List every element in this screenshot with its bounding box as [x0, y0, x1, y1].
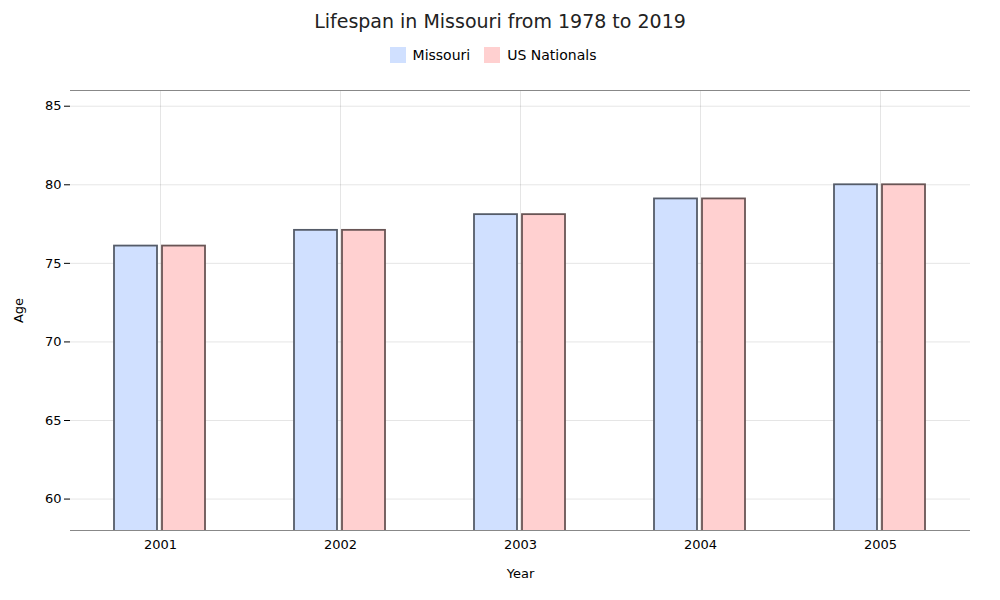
svg-text:2005: 2005: [864, 537, 897, 552]
html-text:US Nationals: US Nationals: [507, 46, 597, 63]
svg-text:Age: Age: [11, 298, 26, 323]
svg-text:70: 70: [45, 334, 62, 349]
svg-text:2002: 2002: [324, 537, 357, 552]
svg-text:2001: 2001: [144, 537, 177, 552]
html-text:Lifespan in Missouri from 1978: Lifespan in Missouri from 1978 to 2019: [314, 10, 686, 32]
svg-text:85: 85: [45, 98, 62, 113]
svg-text:2003: 2003: [504, 537, 537, 552]
svg-text:60: 60: [45, 491, 62, 506]
svg-text:75: 75: [45, 256, 62, 271]
svg-text:Year: Year: [506, 566, 535, 581]
svg-text:65: 65: [45, 413, 62, 428]
html-text:Missouri: Missouri: [412, 46, 471, 63]
svg-text:80: 80: [45, 177, 62, 192]
svg-text:2004: 2004: [684, 537, 717, 552]
